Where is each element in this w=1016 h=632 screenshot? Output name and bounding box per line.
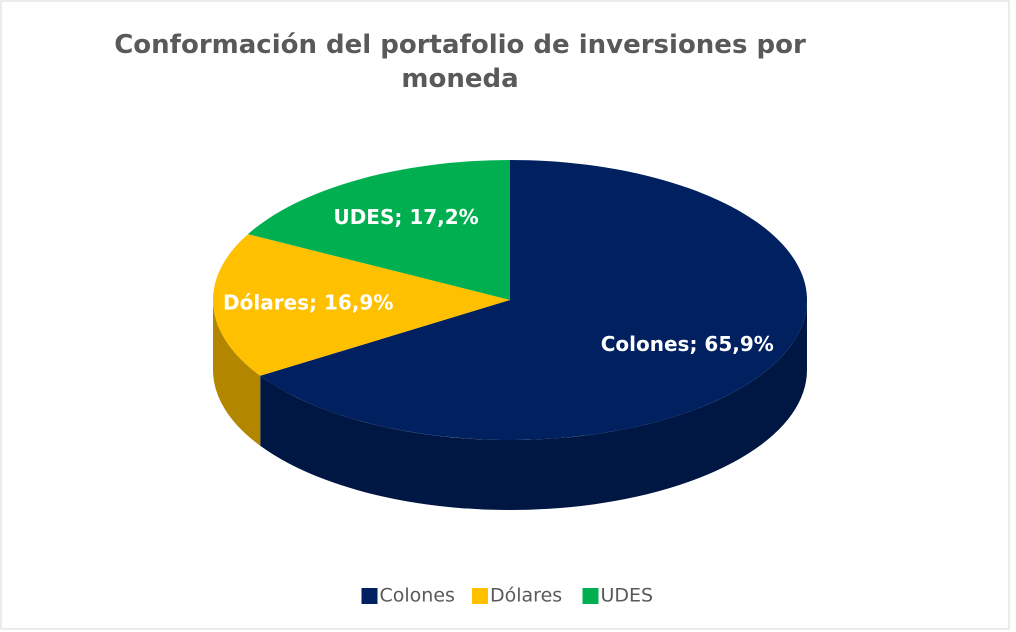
data-label: Colones; 65,9% (601, 332, 774, 356)
legend-swatch (582, 588, 599, 604)
legend-swatch (361, 588, 378, 604)
slice (260, 160, 807, 441)
legend-label: Dólares (490, 585, 562, 607)
slice (247, 160, 510, 300)
data-label: UDES; 17,2% (333, 205, 478, 229)
chart-title: Conformación del portafolio de inversion… (114, 30, 806, 94)
slice (212, 234, 510, 376)
legend-label: UDES (601, 585, 654, 607)
legend-label: Colones (380, 585, 455, 607)
slice-side (260, 300, 807, 511)
data-label: Dólares; 16,9% (223, 290, 393, 314)
slice-side (213, 300, 261, 446)
legend-swatch (472, 588, 488, 604)
